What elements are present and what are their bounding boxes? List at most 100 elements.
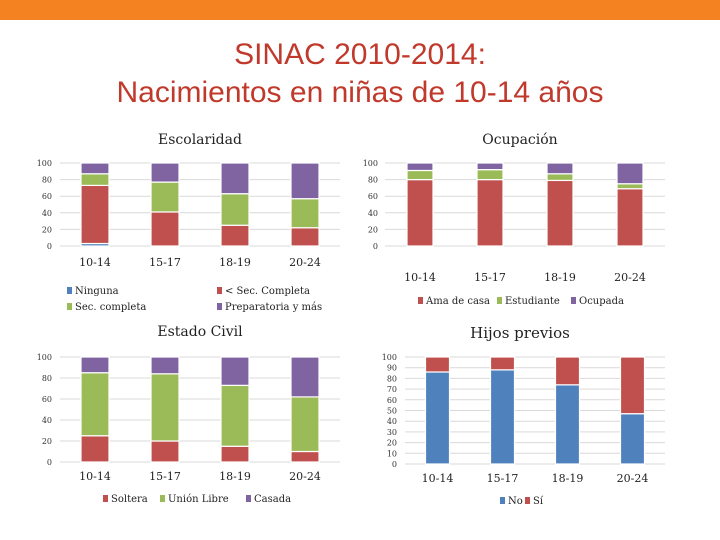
category-label: 15-17 — [149, 256, 181, 269]
category-label: 10-14 — [79, 256, 111, 269]
bar-segment — [80, 184, 110, 245]
category-label: 20-24 — [289, 256, 321, 269]
bar-segment — [616, 183, 644, 190]
bar-segment — [489, 356, 516, 371]
category-label: 10-14 — [79, 470, 111, 483]
bar-segment — [424, 356, 451, 373]
legend-label: Sec. completa — [75, 302, 146, 313]
legend-label: No — [508, 496, 523, 507]
legend-label: Casada — [254, 494, 291, 505]
category-label: 15-17 — [487, 472, 519, 485]
legend-swatch — [67, 303, 72, 310]
category-label: 20-24 — [617, 472, 649, 485]
bar-segment — [546, 173, 574, 182]
y-tick-label: 80 — [387, 374, 397, 383]
bar-segment — [290, 450, 320, 463]
legend-swatch — [160, 495, 165, 502]
bar-segment — [616, 162, 644, 185]
y-tick-label: 40 — [368, 209, 378, 218]
bar-segment — [220, 356, 250, 386]
bar-segment — [406, 179, 434, 247]
legend-swatch — [217, 303, 222, 310]
y-tick-label: 60 — [368, 192, 378, 201]
bar-segment — [150, 440, 180, 463]
legend-label: Unión Libre — [168, 494, 229, 505]
y-tick-label: 20 — [368, 225, 378, 234]
bar-segment — [220, 193, 250, 226]
category-label: 10-14 — [404, 271, 436, 284]
y-tick-label: 80 — [42, 374, 52, 383]
category-label: 20-24 — [614, 271, 646, 284]
bar-segment — [80, 356, 110, 374]
y-tick-label: 100 — [37, 159, 52, 168]
y-tick-label: 100 — [382, 353, 397, 362]
y-tick-label: 20 — [387, 439, 397, 448]
bar-segment — [220, 445, 250, 463]
y-tick-label: 90 — [387, 364, 397, 373]
bar-segment — [476, 162, 504, 171]
category-label: 18-19 — [544, 271, 576, 284]
y-tick-label: 60 — [42, 192, 52, 201]
bar-segment — [220, 384, 250, 447]
y-tick-label: 0 — [373, 242, 378, 251]
bar-segment — [424, 371, 451, 465]
category-label: 15-17 — [149, 470, 181, 483]
legend-swatch — [497, 297, 502, 304]
y-tick-label: 80 — [368, 176, 378, 185]
y-tick-label: 10 — [387, 449, 397, 458]
legend-swatch — [525, 497, 530, 504]
y-tick-label: 60 — [42, 395, 52, 404]
bar-segment — [290, 396, 320, 453]
y-tick-label: 0 — [392, 460, 397, 469]
y-tick-label: 20 — [42, 225, 52, 234]
legend-swatch — [571, 297, 576, 304]
bar-segment — [476, 169, 504, 181]
bar-segment — [220, 162, 250, 195]
legend-swatch — [500, 497, 505, 504]
bar-segment — [546, 162, 574, 175]
legend-label: Sí — [533, 496, 544, 507]
bar-segment — [554, 384, 581, 465]
bar-segment — [619, 413, 646, 465]
title-line-2: Nacimientos en niñas de 10-14 años — [116, 76, 604, 109]
bar-segment — [150, 211, 180, 247]
y-tick-label: 60 — [387, 396, 397, 405]
bar-segment — [290, 162, 320, 200]
bar-segment — [619, 356, 646, 415]
bar-segment — [406, 169, 434, 181]
bar-segment — [616, 188, 644, 247]
y-tick-label: 0 — [47, 242, 52, 251]
title-line-1: SINAC 2010-2014: — [234, 38, 486, 71]
category-label: 18-19 — [219, 256, 251, 269]
chart-title-ocupacion: Ocupación — [482, 132, 558, 148]
category-label: 18-19 — [219, 470, 251, 483]
y-tick-label: 100 — [37, 353, 52, 362]
legend-label: Preparatoria y más — [225, 302, 322, 313]
bar-segment — [80, 372, 110, 437]
chart-title-estado-civil: Estado Civil — [157, 324, 243, 340]
bar-segment — [220, 224, 250, 247]
legend-label: Ninguna — [75, 286, 119, 297]
legend-label: Ama de casa — [425, 296, 490, 307]
bar-segment — [290, 198, 320, 229]
y-tick-label: 20 — [42, 437, 52, 446]
category-label: 18-19 — [552, 472, 584, 485]
y-tick-label: 80 — [42, 176, 52, 185]
legend-swatch — [418, 297, 423, 304]
y-tick-label: 40 — [42, 416, 52, 425]
chart-title-hijos-previos: Hijos previos — [470, 324, 570, 342]
y-tick-label: 30 — [387, 428, 397, 437]
slide-title: SINAC 2010-2014: Nacimientos en niñas de… — [0, 36, 720, 112]
category-label: 10-14 — [422, 472, 454, 485]
y-tick-label: 0 — [47, 458, 52, 467]
legend-label: < Sec. Completa — [225, 286, 310, 297]
category-label: 15-17 — [474, 271, 506, 284]
y-tick-label: 100 — [363, 159, 378, 168]
chart-title-escolaridad: Escolaridad — [158, 132, 242, 148]
bar-segment — [150, 162, 180, 183]
y-tick-label: 50 — [387, 407, 397, 416]
bar-segment — [150, 356, 180, 375]
bar-segment — [80, 162, 110, 175]
legend-swatch — [67, 287, 72, 294]
